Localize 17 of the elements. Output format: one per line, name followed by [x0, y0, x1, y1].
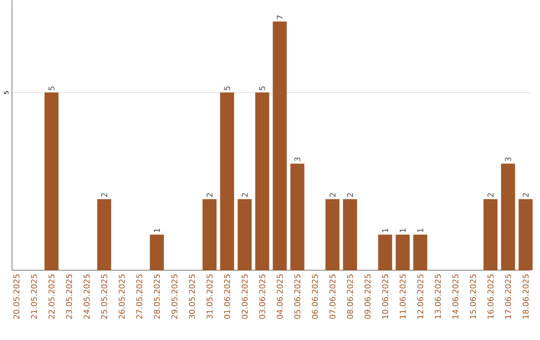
bar — [396, 234, 410, 270]
bar — [290, 164, 304, 270]
bar — [325, 199, 340, 270]
bar — [483, 199, 498, 270]
bar — [343, 199, 358, 270]
bar — [413, 234, 428, 270]
bar — [518, 199, 533, 270]
bar — [238, 199, 252, 270]
bar — [44, 92, 59, 270]
bar — [378, 234, 392, 270]
bar — [97, 199, 112, 270]
bar — [150, 234, 164, 270]
bar — [202, 199, 217, 270]
bar — [272, 21, 287, 270]
bar — [501, 164, 516, 270]
bar — [255, 92, 270, 270]
bar — [220, 92, 234, 270]
